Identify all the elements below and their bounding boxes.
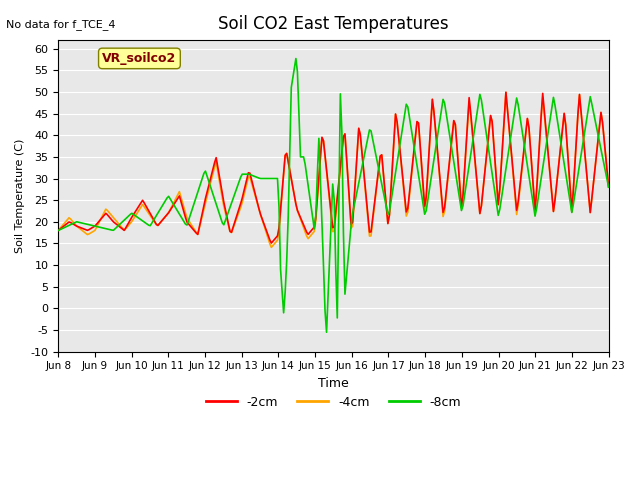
Text: VR_soilco2: VR_soilco2 [102, 52, 177, 65]
Legend: -2cm, -4cm, -8cm: -2cm, -4cm, -8cm [200, 391, 467, 414]
Text: No data for f_TCE_4: No data for f_TCE_4 [6, 19, 116, 30]
Title: Soil CO2 East Temperatures: Soil CO2 East Temperatures [218, 15, 449, 33]
X-axis label: Time: Time [318, 377, 349, 390]
Y-axis label: Soil Temperature (C): Soil Temperature (C) [15, 139, 25, 253]
